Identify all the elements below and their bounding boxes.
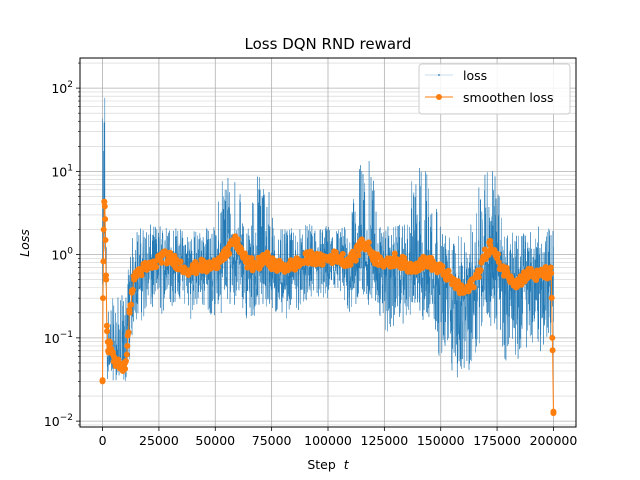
x-tick-label: 125000: [361, 433, 409, 448]
smoothen-loss-point: [138, 272, 145, 279]
smoothen-loss-point: [339, 250, 346, 257]
smoothen-loss-point: [548, 270, 555, 277]
smoothen-loss-point: [103, 276, 110, 283]
y-tick-label: 10−1: [44, 330, 73, 346]
y-tick-label: 100: [51, 247, 73, 263]
legend-loss-label: loss: [463, 68, 487, 83]
smoothen-loss-point: [355, 252, 362, 259]
smoothen-loss-point: [104, 328, 111, 335]
x-tick-label: 0: [99, 433, 107, 448]
smoothen-loss-point: [439, 263, 446, 270]
smoothen-loss-point: [487, 237, 494, 244]
x-tick-label: 150000: [417, 433, 465, 448]
legend: loss smoothen loss: [418, 63, 571, 115]
smoothen-loss-point: [128, 301, 135, 308]
x-axis-label-text: Step: [307, 457, 336, 472]
smoothen-loss-point: [125, 329, 132, 336]
x-tick-label: 175000: [473, 433, 521, 448]
smoothen-loss-point: [475, 274, 482, 281]
x-tick-label: 200000: [530, 433, 578, 448]
x-tick-label: 100000: [304, 433, 352, 448]
y-tick-label: 101: [51, 163, 73, 179]
smoothen-loss-point: [494, 251, 501, 258]
y-axis-label: Loss: [17, 229, 32, 257]
smoothen-loss-point: [167, 249, 174, 256]
smoothen-loss-point: [100, 258, 107, 265]
y-tick-label: 102: [51, 80, 73, 96]
smoothen-loss-point: [350, 248, 357, 255]
x-tick-label: 50000: [195, 433, 235, 448]
major-gridlines: [80, 58, 576, 427]
smoothen-loss-point: [101, 203, 108, 210]
smoothen-loss-point: [115, 356, 122, 363]
x-tick-label: 25000: [139, 433, 179, 448]
smoothen-loss-point: [419, 264, 426, 271]
smoothen-loss-point: [319, 261, 326, 268]
smoothen-loss-point: [102, 236, 109, 243]
smoothen-loss-point: [123, 351, 130, 358]
x-tick-label: 75000: [252, 433, 292, 448]
smoothen-loss-point: [100, 226, 107, 233]
smoothen-loss-point: [122, 357, 129, 364]
x-axis-label-variable: t: [344, 457, 350, 472]
smoothen-loss-point: [103, 272, 110, 279]
chart-title: Loss DQN RND reward: [245, 35, 412, 53]
legend-box: [418, 63, 571, 115]
smoothen-loss-point: [549, 334, 556, 341]
smoothen-loss-point: [549, 347, 556, 354]
smoothen-loss-point: [124, 342, 131, 349]
smoothen-loss-point: [101, 198, 108, 205]
smoothen-loss-point: [214, 264, 221, 271]
smoothen-loss-point: [455, 278, 462, 285]
smoothen-loss-point: [129, 287, 136, 293]
smoothen-loss-point: [103, 322, 110, 329]
smoothen-loss-point: [470, 284, 477, 291]
series-smoothen-loss: [99, 198, 557, 417]
smoothen-loss-point: [177, 258, 184, 265]
smoothen-loss-point: [102, 216, 109, 223]
smoothen-loss-point: [365, 239, 372, 246]
x-axis-ticks: 0 25000 50000 75000 100000 125000 150000 175000…: [99, 427, 578, 448]
legend-smooth-label: smoothen loss: [463, 90, 554, 105]
smoothen-loss-point: [107, 340, 114, 347]
smoothen-loss-point: [241, 250, 248, 257]
legend-loss-marker: [438, 74, 440, 76]
smoothen-loss-point: [458, 282, 465, 289]
smoothen-loss-point: [122, 365, 129, 372]
smoothen-loss-point: [226, 250, 233, 257]
smoothen-loss-point: [352, 257, 359, 264]
smoothen-loss-point: [234, 236, 241, 243]
smoothen-loss-point: [547, 264, 554, 271]
smoothen-loss-point: [477, 267, 484, 274]
smoothen-loss-point: [495, 259, 502, 266]
smoothen-loss-point: [445, 267, 452, 274]
smoothen-loss-point: [548, 294, 555, 301]
smoothen-loss-point: [126, 309, 133, 316]
smoothen-loss-point: [391, 250, 398, 257]
smoothen-loss-point: [99, 378, 106, 385]
smoothen-loss-point: [153, 263, 160, 270]
smoothen-loss-point: [504, 268, 511, 275]
y-tick-label: 10−2: [44, 413, 73, 429]
y-axis-ticks: 10−2 10−1 100 101 102: [44, 62, 80, 429]
legend-smooth-marker: [436, 94, 442, 100]
x-axis-label: Step t: [307, 457, 349, 472]
smoothen-loss-point: [100, 295, 106, 302]
smoothen-loss-point: [248, 255, 255, 262]
smoothen-loss-point: [158, 259, 165, 266]
smoothen-loss-point: [550, 408, 557, 415]
